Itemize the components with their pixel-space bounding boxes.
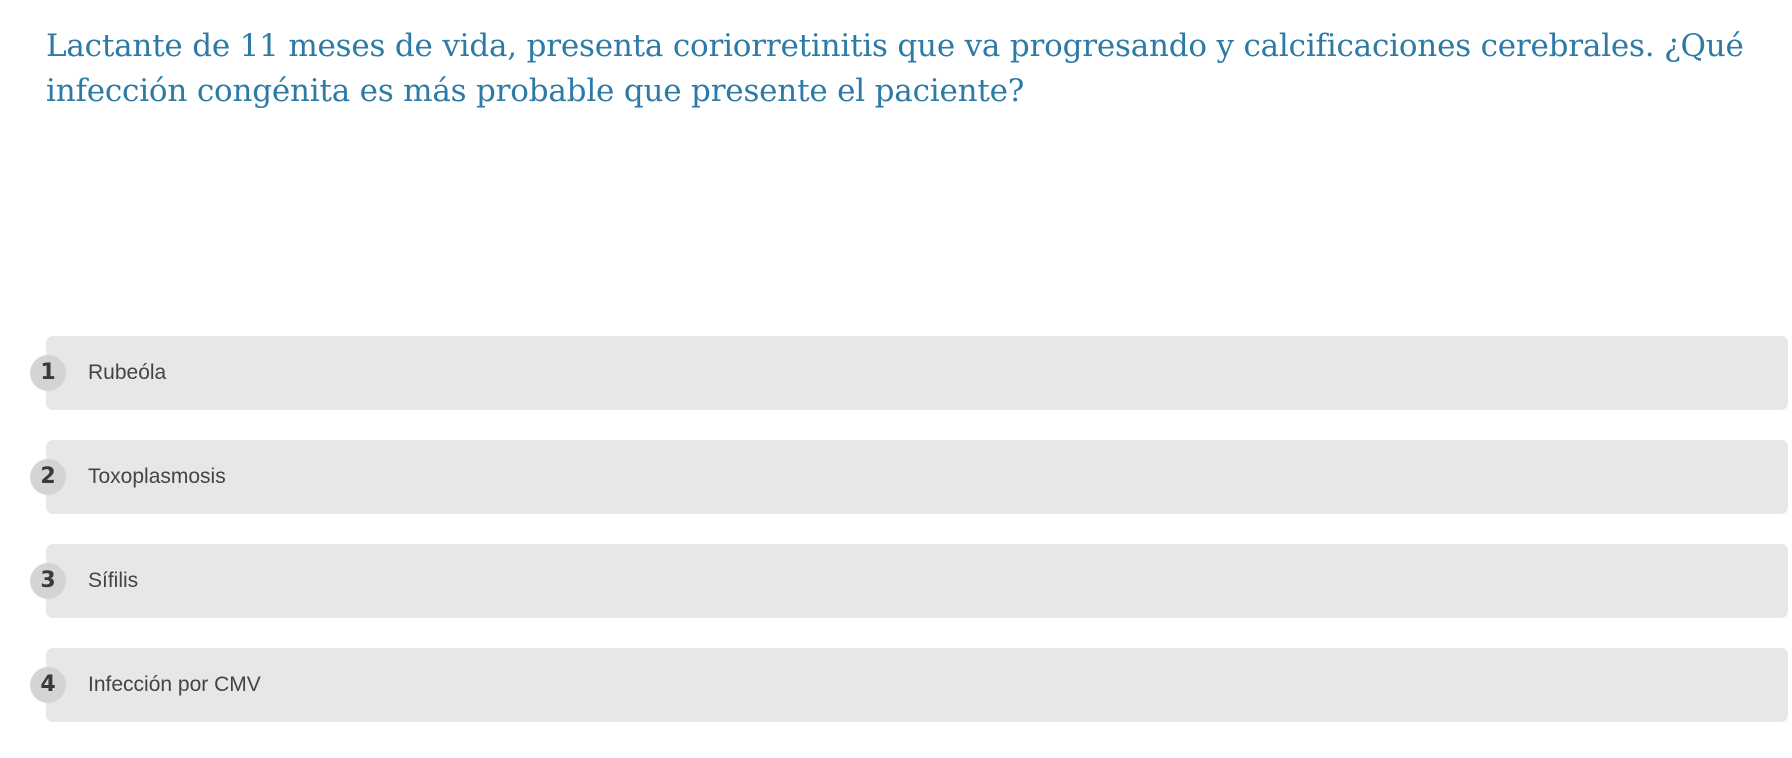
option-label: Sífilis xyxy=(88,569,139,592)
option-number-badge: 3 xyxy=(30,563,66,599)
answer-option-4[interactable]: 4 Infección por CMV xyxy=(30,648,1788,722)
answer-option-3[interactable]: 3 Sífilis xyxy=(30,544,1788,618)
option-number-badge: 1 xyxy=(30,355,66,391)
answer-option-2[interactable]: 2 Toxoplasmosis xyxy=(30,440,1788,514)
option-number-badge: 2 xyxy=(30,459,66,495)
option-label: Toxoplasmosis xyxy=(88,465,226,488)
answer-option-1[interactable]: 1 Rubeóla xyxy=(30,336,1788,410)
option-number-badge: 4 xyxy=(30,667,66,703)
option-label: Rubeóla xyxy=(88,361,167,384)
question-text: Lactante de 11 meses de vida, presenta c… xyxy=(46,28,1744,109)
option-label: Infección por CMV xyxy=(88,673,261,696)
